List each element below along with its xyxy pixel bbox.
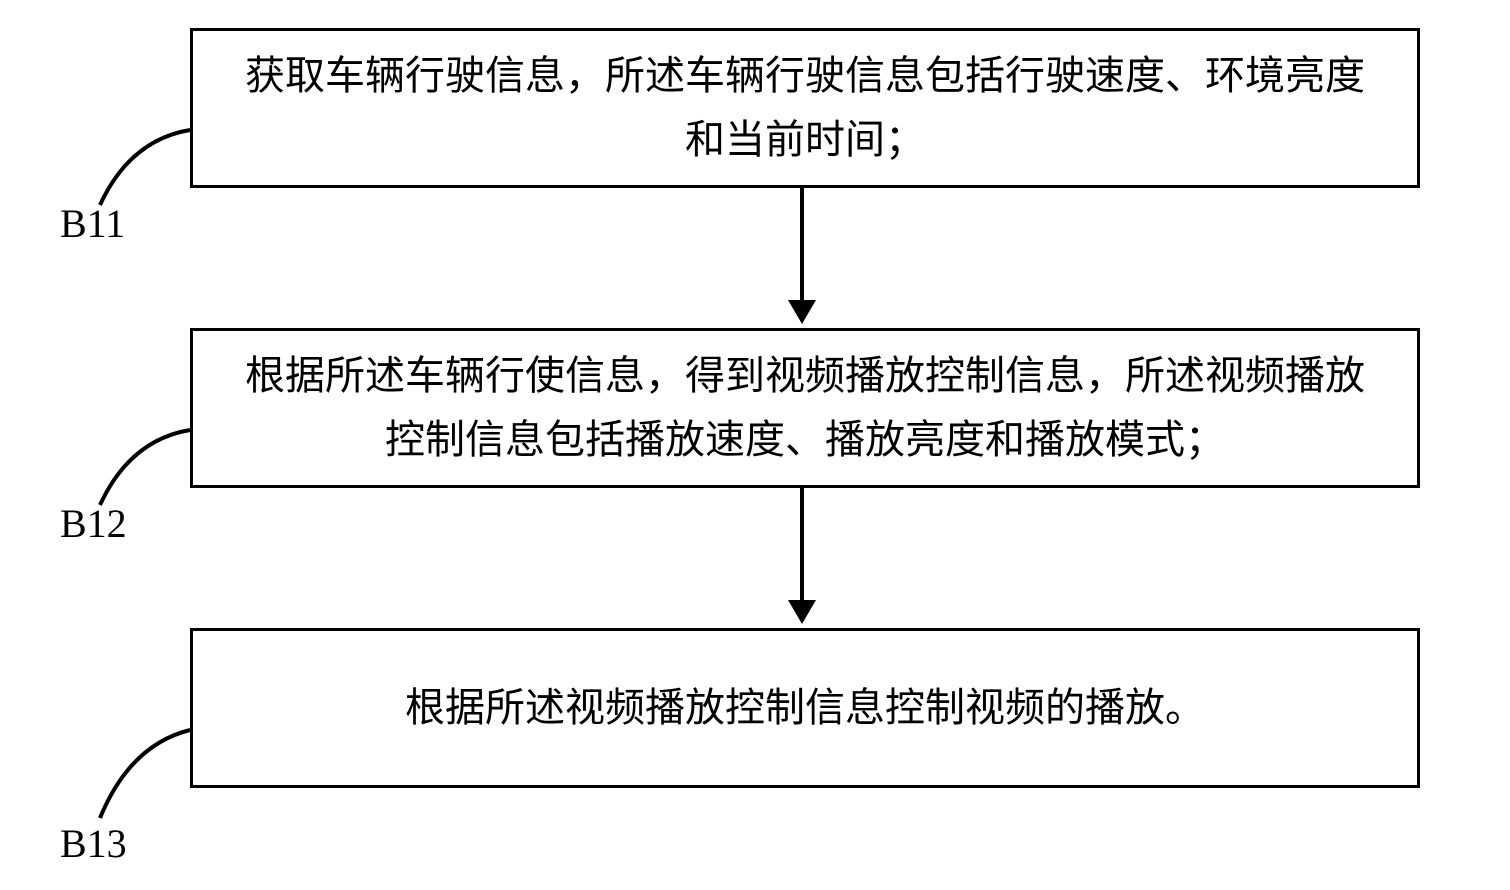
flow-label-b11: B11	[60, 200, 125, 247]
callout-b13	[90, 720, 200, 830]
arrow-b11-b12	[788, 188, 816, 324]
flow-step-b11: 获取车辆行驶信息，所述车辆行驶信息包括行驶速度、环境亮度和当前时间；	[190, 28, 1420, 188]
flow-step-b11-text: 获取车辆行驶信息，所述车辆行驶信息包括行驶速度、环境亮度和当前时间；	[233, 44, 1377, 172]
arrow-head-icon	[788, 600, 816, 624]
arrow-head-icon	[788, 300, 816, 324]
flow-step-b13-text: 根据所述视频播放控制信息控制视频的播放。	[405, 676, 1205, 740]
arrow-b12-b13	[788, 488, 816, 624]
flow-step-b13: 根据所述视频播放控制信息控制视频的播放。	[190, 628, 1420, 788]
flow-label-b13: B13	[60, 820, 127, 867]
flow-step-b12: 根据所述车辆行使信息，得到视频播放控制信息，所述视频播放控制信息包括播放速度、播…	[190, 328, 1420, 488]
flowchart-canvas: 获取车辆行驶信息，所述车辆行驶信息包括行驶速度、环境亮度和当前时间； B11 根…	[0, 0, 1510, 890]
flow-step-b12-text: 根据所述车辆行使信息，得到视频播放控制信息，所述视频播放控制信息包括播放速度、播…	[233, 344, 1377, 472]
flow-label-b12: B12	[60, 500, 127, 547]
arrow-line	[800, 188, 804, 300]
arrow-line	[800, 488, 804, 600]
